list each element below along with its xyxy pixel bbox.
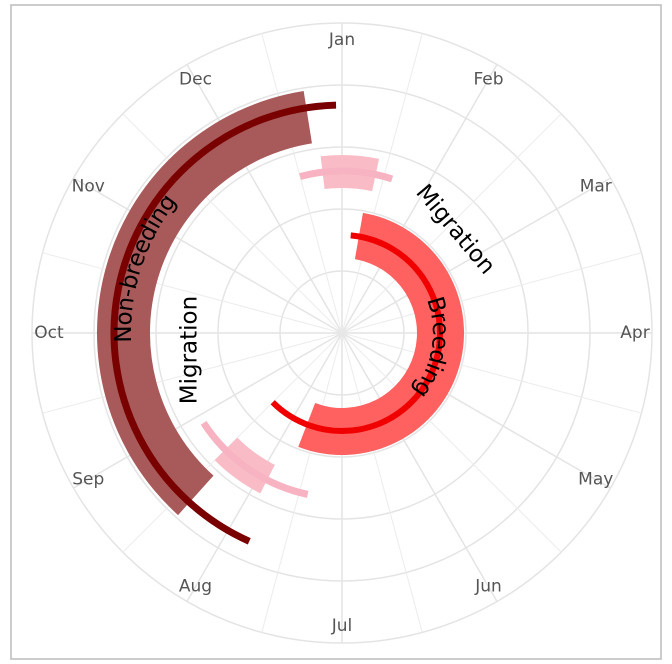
minor-spoke	[341, 252, 642, 334]
minor-spoke	[341, 33, 423, 334]
month-label: Jul	[331, 616, 353, 636]
grid-spoke	[341, 64, 498, 334]
phase-range	[200, 420, 309, 498]
month-label: Jan	[328, 30, 355, 50]
minor-spoke	[42, 332, 343, 414]
grid-spoke	[341, 332, 498, 602]
month-label: Dec	[179, 69, 212, 89]
minor-spoke	[261, 332, 343, 633]
phase-range	[110, 101, 337, 545]
minor-spoke	[341, 332, 642, 414]
minor-spoke	[341, 113, 562, 334]
grid-spoke	[73, 332, 343, 489]
grid-spoke	[73, 177, 343, 334]
phase-range	[270, 232, 443, 434]
phase-band	[97, 91, 312, 516]
minor-spoke	[341, 332, 423, 633]
grid-spoke	[341, 177, 611, 334]
minor-spoke	[261, 33, 343, 334]
month-label: Jun	[474, 577, 502, 597]
minor-spoke	[122, 113, 343, 334]
month-label: Feb	[473, 69, 503, 89]
month-label: Apr	[620, 323, 649, 343]
month-label: Oct	[34, 323, 64, 343]
month-label: Aug	[179, 577, 212, 597]
minor-spoke	[42, 252, 343, 334]
grid-spoke	[341, 332, 611, 489]
phase-range	[299, 167, 394, 183]
grid-spoke	[186, 64, 343, 334]
month-label: Mar	[580, 177, 612, 197]
month-label: May	[578, 470, 613, 490]
month-label: Nov	[72, 177, 105, 197]
minor-spoke	[341, 332, 562, 553]
month-label: Sep	[72, 470, 104, 490]
phase-label: Migration	[177, 296, 203, 404]
